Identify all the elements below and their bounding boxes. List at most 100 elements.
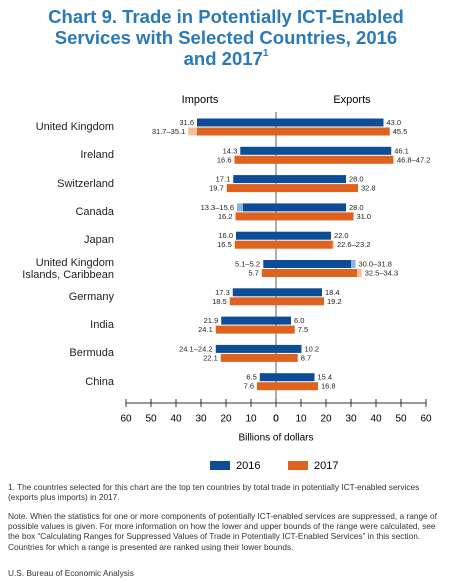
- value-label: 5.1–5.2: [235, 259, 260, 268]
- bar: [276, 240, 333, 249]
- bar: [276, 316, 291, 325]
- value-label: 22.6–23.2: [337, 240, 370, 249]
- category-label: Japan: [84, 234, 114, 247]
- value-label: 32.8: [361, 184, 376, 193]
- right-header: Exports: [333, 94, 371, 106]
- value-label: 6.0: [294, 316, 304, 325]
- bar: [276, 382, 318, 391]
- bar: [276, 260, 351, 268]
- bar: [276, 155, 393, 164]
- source: U.S. Bureau of Economic Analysis: [8, 568, 134, 578]
- value-label: 28.0: [349, 175, 364, 184]
- bar: [196, 127, 276, 136]
- bar: [276, 288, 322, 297]
- bar: [236, 231, 276, 240]
- category-label: Bermuda: [69, 347, 114, 360]
- value-label: 43.0: [387, 118, 402, 127]
- bar: [276, 146, 392, 155]
- value-label: 22.1: [203, 353, 218, 362]
- x-tick-label: 30: [345, 414, 357, 425]
- bar: [229, 297, 276, 306]
- bar: [257, 382, 276, 391]
- category-label: India: [90, 319, 114, 332]
- value-label: 32.5–34.3: [365, 268, 398, 277]
- bar: [276, 373, 315, 382]
- bar: [263, 260, 276, 268]
- category-label: Canada: [75, 205, 114, 218]
- value-label: 19.7: [209, 184, 224, 193]
- value-label: 18.4: [325, 288, 340, 297]
- x-tick-label: 60: [120, 414, 132, 425]
- range-bar: [351, 260, 356, 268]
- title-line: Services with Selected Countries, 2016: [55, 27, 397, 48]
- bar: [276, 184, 358, 193]
- value-label: 15.4: [318, 373, 333, 382]
- value-label: 21.9: [204, 316, 219, 325]
- x-tick-label: 10: [245, 414, 257, 425]
- bar: [233, 175, 276, 184]
- value-label: 14.3: [223, 146, 238, 155]
- x-tick-label: 10: [295, 414, 307, 425]
- x-tick-label: 0: [273, 414, 279, 425]
- value-label: 28.0: [349, 203, 364, 212]
- bar: [276, 344, 302, 353]
- range-bar: [357, 269, 362, 277]
- bar: [276, 297, 324, 306]
- value-label: 31.7–35.1: [152, 127, 185, 136]
- x-tick-label: 30: [195, 414, 207, 425]
- value-label: 24.1–24.2: [179, 344, 212, 353]
- x-tick-label: 20: [220, 414, 232, 425]
- bar: [220, 353, 276, 362]
- bar: [276, 269, 358, 277]
- value-label: 22.0: [334, 231, 349, 240]
- category-label: Ireland: [80, 149, 114, 162]
- legend-label: 2017: [314, 460, 338, 472]
- value-label: 46.1: [394, 146, 409, 155]
- category-label: Switzerland: [57, 177, 114, 190]
- category-label: United Kingdom Islands, Caribbean: [22, 256, 114, 281]
- legend-swatch: [288, 461, 308, 470]
- value-label: 16.2: [218, 212, 233, 221]
- bar: [215, 325, 276, 334]
- value-label: 16.6: [217, 155, 232, 164]
- range-bar: [393, 155, 394, 164]
- bar: [226, 184, 276, 193]
- x-tick-label: 50: [145, 414, 157, 425]
- x-tick-label: 60: [420, 414, 432, 425]
- bar: [276, 231, 331, 240]
- bar: [232, 288, 276, 297]
- bar: [276, 175, 346, 184]
- bar: [235, 212, 276, 221]
- bar: [276, 212, 354, 221]
- bar: [276, 353, 298, 362]
- x-tick-label: 50: [395, 414, 407, 425]
- category-label: China: [85, 375, 114, 388]
- value-label: 7.5: [298, 325, 308, 334]
- category-label: United Kingdom: [35, 121, 114, 133]
- bar: [234, 155, 276, 164]
- value-label: 30.0–31.8: [359, 259, 392, 268]
- x-tick-label: 20: [320, 414, 332, 425]
- bar: [261, 269, 276, 277]
- value-label: 6.5: [246, 373, 256, 382]
- value-label: 17.1: [216, 175, 231, 184]
- footnote: Note. When the statistics for one or mor…: [8, 511, 437, 552]
- range-bar: [237, 203, 243, 212]
- value-label: 10.2: [305, 344, 320, 353]
- range-bar: [332, 240, 334, 249]
- footnote: 1. The countries selected for this chart…: [8, 482, 420, 503]
- bar: [221, 316, 276, 325]
- value-label: 7.6: [244, 382, 254, 391]
- left-header: Imports: [182, 94, 219, 106]
- title-line: Chart 9. Trade in Potentially ICT-Enable…: [48, 6, 404, 27]
- bar: [234, 240, 276, 249]
- bar: [276, 127, 390, 136]
- category-label: Germany: [68, 290, 114, 303]
- value-label: 8.7: [301, 353, 311, 362]
- value-label: 5.7: [248, 268, 258, 277]
- x-tick-label: 0: [273, 414, 279, 425]
- x-tick-label: 40: [170, 414, 182, 425]
- title-line: and 2017: [184, 48, 263, 69]
- value-label: 24.1: [198, 325, 213, 334]
